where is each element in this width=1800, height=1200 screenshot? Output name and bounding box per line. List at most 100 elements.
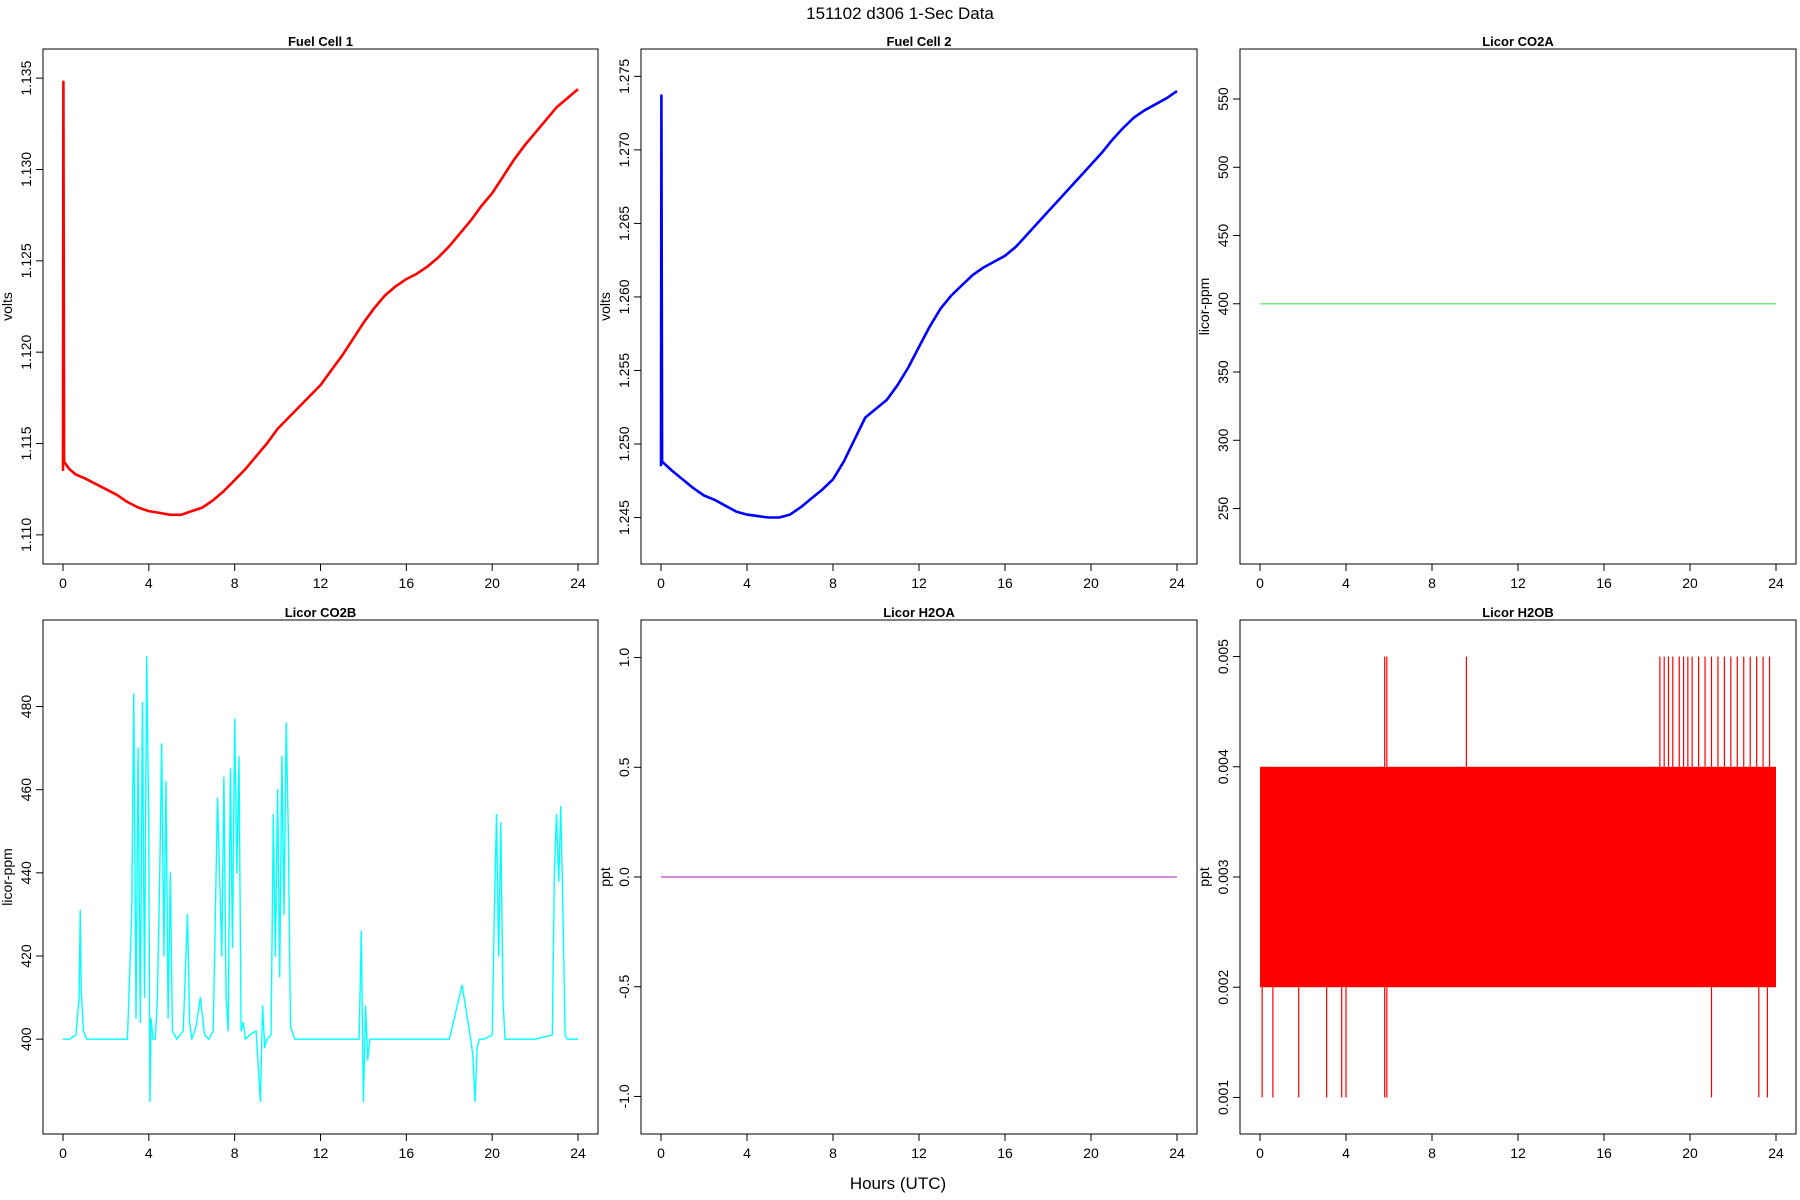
x-tick-label: 4	[743, 1145, 751, 1161]
y-tick-label: 250	[1215, 497, 1231, 521]
x-tick-label: 8	[829, 1145, 837, 1161]
x-tick-label: 24	[570, 575, 586, 591]
x-tick-label: 20	[484, 1145, 500, 1161]
y-tick-label: 1.125	[18, 243, 34, 278]
x-tick-label: 20	[1682, 575, 1698, 591]
x-tick-label: 20	[1083, 575, 1099, 591]
y-tick-label: 0.002	[1215, 970, 1231, 1005]
x-tick-label: 8	[1428, 575, 1436, 591]
x-tick-label: 16	[399, 1145, 415, 1161]
panel-title: Fuel Cell 2	[886, 34, 951, 49]
y-tick-label: 1.270	[616, 132, 632, 167]
y-axis: 1.245 1.250 1.255 1.260 1.265 1.270 1.275	[616, 59, 641, 535]
plot-frame	[42, 48, 599, 565]
y-axis: 400 420 440 460 480	[18, 695, 43, 1051]
y-tick-label: 1.120	[18, 334, 34, 369]
y-tick-label: 0.004	[1215, 749, 1231, 784]
panel-co2a: Licor CO2A 0 4 8 12 16 20 24 250 300 350 400 450 500 5…	[1196, 34, 1797, 591]
y-tick-label: 450	[1215, 224, 1231, 248]
x-tick-label: 0	[59, 1145, 67, 1161]
panel-co2b: Licor CO2B 0 4 8 12 16 20 24 400 420 440 460 480 lico…	[0, 605, 599, 1161]
x-axis: 0 4 8 12 16 20 24	[1256, 1134, 1784, 1161]
y-tick-label: -0.5	[616, 974, 632, 998]
y-axis-label: ppt	[1196, 867, 1212, 887]
x-tick-label: 20	[484, 575, 500, 591]
figure-title: 151102 d306 1-Sec Data	[806, 4, 994, 23]
x-axis: 0 4 8 12 16 20 24	[59, 1134, 586, 1161]
x-tick-label: 8	[231, 1145, 239, 1161]
x-tick-label: 12	[911, 575, 927, 591]
x-tick-label: 16	[997, 575, 1013, 591]
x-tick-label: 12	[911, 1145, 927, 1161]
plot-area	[1260, 656, 1776, 1098]
y-tick-label: 1.130	[18, 152, 34, 187]
data-series-line	[61, 80, 579, 517]
y-tick-label: 1.0	[616, 648, 632, 668]
panel-title: Licor CO2B	[285, 605, 357, 620]
x-tick-label: 0	[1256, 1145, 1264, 1161]
x-tick-label: 8	[829, 575, 837, 591]
x-tick-label: 16	[399, 575, 415, 591]
x-axis: 0 4 8 12 16 20 24	[657, 564, 1185, 591]
x-tick-label: 0	[59, 575, 67, 591]
y-tick-label: 440	[18, 861, 34, 885]
plot-area	[61, 80, 579, 517]
y-tick-label: 0.5	[616, 757, 632, 777]
x-tick-label: 20	[1682, 1145, 1698, 1161]
y-axis: 250 300 350 400 450 500 550	[1215, 87, 1240, 520]
x-tick-label: 4	[1342, 575, 1350, 591]
x-tick-label: 16	[997, 1145, 1013, 1161]
y-tick-label: 400	[1215, 292, 1231, 316]
shared-x-axis-label: Hours (UTC)	[850, 1174, 946, 1193]
y-tick-label: 0.003	[1215, 859, 1231, 894]
x-tick-label: 8	[1428, 1145, 1436, 1161]
y-tick-label: 1.135	[18, 60, 34, 95]
y-axis-label: volts	[597, 292, 613, 321]
x-tick-label: 24	[1169, 575, 1185, 591]
panel-title: Fuel Cell 1	[288, 34, 353, 49]
y-tick-label: 500	[1215, 155, 1231, 179]
panel-fc1: Fuel Cell 10 4 8 12 16 20 241.1101.1151.1201.1…	[0, 34, 599, 591]
y-tick-label: 1.265	[616, 206, 632, 241]
x-axis: 0 4 8 12 16 20 24	[657, 1134, 1185, 1161]
x-tick-label: 24	[1768, 1145, 1784, 1161]
data-series-line	[63, 655, 578, 1103]
panel-fc2: Fuel Cell 20 4 8 12 16 20 241.2451.2501.2551.2…	[597, 34, 1198, 591]
x-tick-label: 12	[313, 1145, 329, 1161]
y-tick-label: 0.001	[1215, 1080, 1231, 1115]
data-band	[1260, 766, 1776, 988]
y-tick-label: 1.245	[616, 500, 632, 535]
data-series-line	[659, 90, 1178, 519]
x-tick-label: 24	[570, 1145, 586, 1161]
y-axis-label: licor-ppm	[0, 848, 15, 906]
x-tick-label: 0	[657, 1145, 665, 1161]
panel-title: Licor H2OA	[883, 605, 955, 620]
x-tick-label: 4	[145, 1145, 153, 1161]
y-tick-label: -1.0	[616, 1084, 632, 1108]
y-tick-label: 1.110	[18, 518, 34, 552]
y-axis: 1.110 1.115 1.120 1.125 1.130 1.135	[18, 60, 43, 552]
x-tick-label: 4	[1342, 1145, 1350, 1161]
x-tick-label: 12	[313, 575, 329, 591]
y-tick-label: 460	[18, 778, 34, 802]
x-axis: 0 4 8 12 16 20 24	[59, 564, 586, 591]
plot-frame	[640, 48, 1198, 565]
panels: Fuel Cell 10 4 8 12 16 20 241.1101.1151.1201.1…	[0, 34, 1797, 1161]
plot-area	[63, 655, 578, 1103]
panel-h2oa: Licor H2OA 0 4 8 12 16 20 24 -1.0 -0.5 0.0 0.5 1.0 pp…	[597, 605, 1198, 1161]
y-tick-label: 1.255	[616, 353, 632, 388]
x-axis: 0 4 8 12 16 20 24	[1256, 564, 1784, 591]
x-tick-label: 8	[231, 575, 239, 591]
y-axis-label: volts	[0, 292, 15, 321]
y-tick-label: 1.275	[616, 59, 632, 94]
x-tick-label: 16	[1596, 575, 1612, 591]
y-axis: 0.001 0.002 0.003 0.004 0.005	[1215, 639, 1240, 1115]
x-tick-label: 24	[1768, 575, 1784, 591]
plot-frame	[42, 619, 599, 1135]
y-tick-label: 350	[1215, 360, 1231, 384]
y-tick-label: 0.005	[1215, 639, 1231, 674]
y-axis: -1.0 -0.5 0.0 0.5 1.0	[616, 648, 641, 1109]
y-tick-label: 480	[18, 695, 34, 719]
